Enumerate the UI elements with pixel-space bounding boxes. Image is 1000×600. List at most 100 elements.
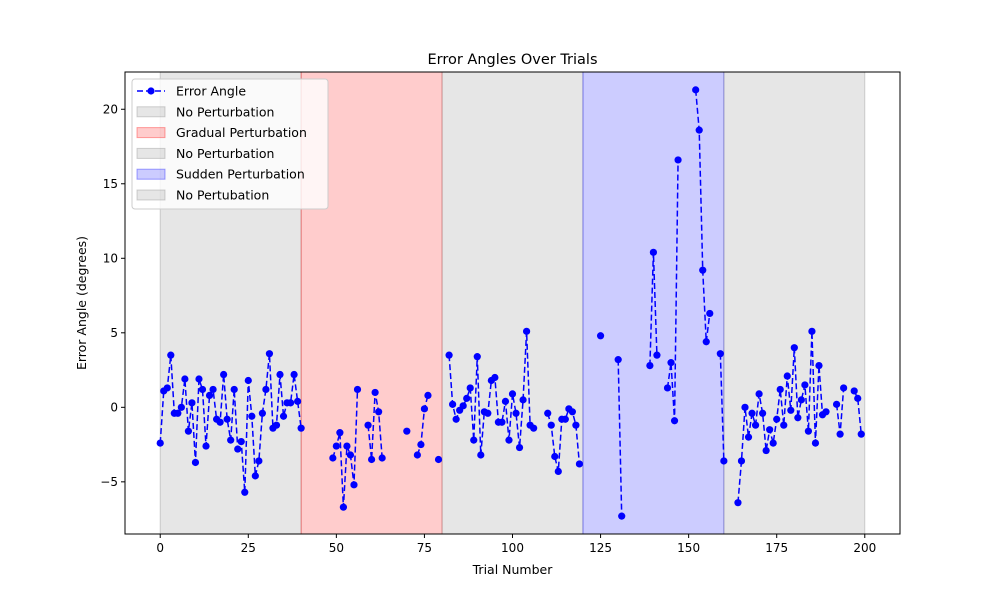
data-point (463, 394, 471, 402)
data-point (227, 436, 235, 444)
data-point (346, 451, 355, 459)
y-tick-label: 20 (103, 102, 118, 116)
data-point (466, 384, 474, 392)
chart-title: Error Angles Over Trials (427, 52, 597, 68)
legend-label: No Pertubation (176, 188, 269, 203)
data-point (505, 436, 513, 444)
data-point (205, 391, 214, 399)
data-point (294, 397, 302, 405)
data-point (191, 458, 200, 467)
data-point (850, 387, 858, 395)
data-point (716, 350, 724, 358)
data-point (184, 427, 193, 435)
data-point (519, 396, 527, 404)
data-point (258, 409, 266, 417)
data-point (297, 424, 305, 432)
data-point (473, 353, 481, 361)
data-point (202, 442, 210, 450)
data-point (748, 409, 756, 417)
data-point (262, 385, 270, 394)
data-point (272, 421, 281, 429)
data-point (371, 388, 379, 397)
data-point (670, 417, 679, 425)
region-4 (723, 71, 866, 535)
data-point (783, 372, 791, 380)
data-point (378, 454, 386, 462)
series-error-angle (156, 86, 865, 520)
x-tick-label: 200 (853, 541, 876, 555)
y-tick-label: 15 (103, 177, 118, 191)
x-tick-label: 100 (501, 541, 524, 555)
data-point (801, 381, 809, 389)
series-line-segment-4 (416, 395, 429, 456)
region-2 (441, 71, 584, 535)
data-point (744, 433, 753, 441)
x-tick-label: 0 (156, 541, 164, 555)
x-axis-label: Trial Number (472, 562, 554, 577)
x-tick-label: 75 (417, 541, 432, 555)
legend-label: No Perturbation (176, 146, 274, 161)
data-point (508, 390, 517, 398)
data-point (840, 384, 848, 392)
data-point (452, 415, 460, 423)
data-point (413, 451, 421, 459)
data-point (808, 327, 816, 335)
data-point (515, 443, 524, 452)
data-point (255, 457, 263, 465)
data-point (751, 421, 760, 429)
data-point (265, 350, 274, 358)
data-point (156, 439, 164, 447)
data-point (776, 385, 784, 394)
data-point (857, 430, 865, 438)
data-point (188, 399, 196, 407)
data-point (498, 418, 506, 426)
y-tick-label: 0 (110, 400, 118, 414)
data-point (491, 373, 499, 382)
data-point (692, 86, 700, 94)
data-point (667, 359, 675, 367)
data-point (762, 446, 770, 455)
x-tick-label: 25 (241, 541, 256, 555)
data-point (797, 396, 805, 404)
data-point (237, 438, 245, 446)
data-point (403, 427, 411, 435)
data-point (836, 430, 844, 438)
data-point (741, 403, 749, 411)
data-point (618, 512, 626, 520)
y-axis-label: Error Angle (degrees) (74, 236, 89, 370)
data-point (223, 415, 231, 423)
data-point (364, 421, 372, 429)
data-point (522, 327, 531, 335)
data-point (663, 384, 672, 392)
data-point (794, 414, 802, 422)
data-point (177, 403, 185, 411)
data-point (181, 375, 189, 383)
data-point (251, 472, 259, 480)
data-point (332, 442, 340, 450)
data-point (554, 467, 562, 476)
data-point (674, 156, 682, 164)
data-point (234, 445, 242, 453)
data-point (290, 370, 298, 379)
region-3 (582, 71, 725, 535)
data-point (220, 370, 228, 379)
legend-swatch (136, 127, 166, 139)
data-point (279, 412, 288, 420)
data-point (822, 408, 830, 416)
data-point (353, 385, 362, 394)
data-point (766, 426, 774, 434)
data-point (832, 400, 841, 408)
data-point (434, 455, 443, 464)
x-tick-label: 175 (765, 541, 788, 555)
legend-swatch (136, 189, 166, 201)
legend-swatch (136, 168, 166, 180)
x-axis-ticks: 0 25 50 75 100 125 150 175 200 (156, 534, 876, 555)
data-point (198, 385, 207, 394)
data-point (459, 402, 467, 410)
data-point (167, 351, 175, 359)
legend-label: Sudden Perturbation (176, 167, 305, 182)
data-point (780, 421, 788, 429)
data-point (241, 488, 249, 496)
data-point (787, 406, 795, 414)
